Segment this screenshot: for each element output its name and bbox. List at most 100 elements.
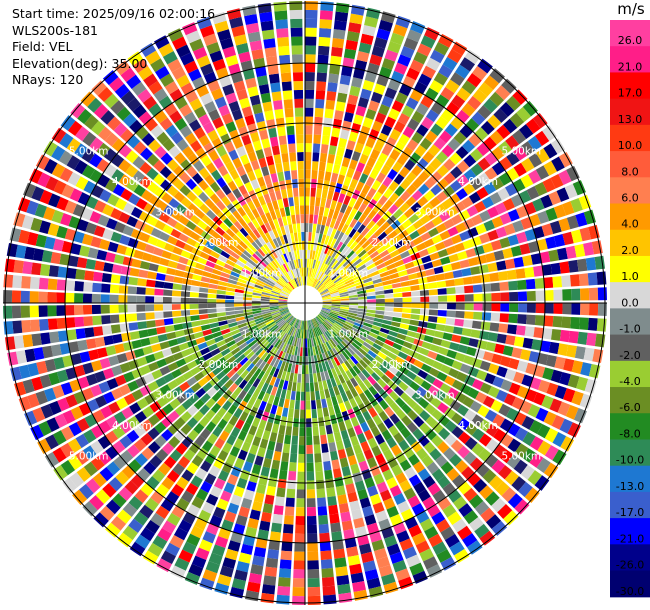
velocity-gate bbox=[409, 381, 420, 392]
velocity-gate bbox=[45, 176, 59, 191]
velocity-gate bbox=[256, 279, 266, 285]
velocity-gate bbox=[343, 195, 351, 206]
velocity-gate bbox=[145, 287, 155, 296]
velocity-gate bbox=[121, 406, 134, 420]
velocity-gate bbox=[216, 145, 227, 157]
velocity-gate bbox=[299, 276, 303, 286]
velocity-gate bbox=[398, 576, 414, 590]
velocity-gate bbox=[467, 472, 481, 487]
velocity-gate bbox=[261, 29, 275, 40]
velocity-gate bbox=[450, 261, 462, 271]
velocity-gate bbox=[269, 275, 278, 283]
velocity-gate bbox=[335, 485, 346, 496]
velocity-gate bbox=[153, 159, 166, 173]
velocity-gate bbox=[94, 395, 108, 408]
velocity-gate bbox=[179, 125, 193, 138]
velocity-gate bbox=[125, 150, 139, 164]
velocity-gate bbox=[545, 354, 557, 368]
velocity-gate bbox=[136, 286, 146, 295]
velocity-gate bbox=[273, 1, 287, 12]
velocity-gate bbox=[100, 294, 110, 303]
velocity-gate bbox=[476, 142, 490, 156]
velocity-gate bbox=[369, 531, 382, 543]
velocity-gate bbox=[551, 415, 565, 430]
velocity-gate bbox=[244, 114, 256, 126]
velocity-gate bbox=[553, 234, 566, 248]
velocity-gate bbox=[260, 272, 269, 279]
velocity-gate bbox=[140, 337, 151, 347]
velocity-gate bbox=[148, 361, 159, 372]
velocity-gate bbox=[316, 282, 323, 290]
velocity-gate bbox=[554, 385, 567, 400]
velocity-gate bbox=[325, 162, 334, 173]
velocity-gate bbox=[464, 303, 474, 311]
velocity-gate bbox=[46, 417, 60, 433]
velocity-gate bbox=[437, 309, 447, 317]
velocity-gate bbox=[331, 304, 341, 307]
velocity-gate bbox=[468, 133, 482, 147]
velocity-gate bbox=[200, 393, 211, 404]
velocity-gate bbox=[429, 79, 444, 94]
velocity-gate bbox=[347, 346, 356, 356]
velocity-gate bbox=[349, 500, 361, 512]
velocity-gate bbox=[540, 340, 551, 353]
velocity-gate bbox=[231, 25, 246, 38]
velocity-gate bbox=[310, 391, 316, 401]
velocity-gate bbox=[125, 164, 139, 178]
velocity-gate bbox=[440, 526, 455, 541]
velocity-gate bbox=[193, 331, 204, 339]
velocity-gate bbox=[274, 339, 281, 348]
velocity-gate bbox=[257, 447, 266, 458]
velocity-gate bbox=[171, 290, 182, 297]
velocity-gate bbox=[463, 487, 478, 502]
velocity-gate bbox=[193, 371, 205, 382]
velocity-gate bbox=[116, 352, 128, 364]
velocity-gate bbox=[406, 330, 417, 338]
velocity-gate bbox=[222, 365, 233, 375]
velocity-gate bbox=[318, 45, 330, 56]
velocity-gate bbox=[356, 413, 366, 425]
velocity-gate bbox=[338, 243, 347, 253]
velocity-gate bbox=[136, 312, 146, 321]
colorbar-tick: -10.0 bbox=[616, 454, 644, 467]
velocity-gate bbox=[32, 407, 46, 423]
velocity-gate bbox=[406, 267, 417, 275]
velocity-gate bbox=[263, 267, 272, 276]
velocity-gate bbox=[193, 268, 204, 276]
velocity-gate bbox=[551, 156, 565, 172]
velocity-gate bbox=[286, 261, 292, 271]
velocity-gate bbox=[220, 153, 232, 165]
velocity-gate bbox=[59, 342, 71, 355]
velocity-gate bbox=[426, 322, 437, 330]
velocity-gate bbox=[173, 276, 184, 284]
velocity-gate bbox=[498, 323, 509, 334]
velocity-gate bbox=[409, 365, 421, 375]
velocity-gate bbox=[227, 474, 239, 486]
velocity-gate bbox=[159, 341, 170, 350]
velocity-gate bbox=[254, 238, 263, 248]
velocity-gate bbox=[487, 206, 499, 219]
velocity-gate bbox=[279, 559, 292, 570]
velocity-gate bbox=[265, 155, 275, 166]
velocity-gate bbox=[321, 333, 328, 343]
velocity-gate bbox=[288, 251, 294, 261]
velocity-gate bbox=[289, 9, 303, 20]
velocity-gate bbox=[155, 65, 170, 80]
velocity-gate bbox=[241, 422, 251, 433]
velocity-gate bbox=[199, 203, 210, 214]
velocity-gate bbox=[533, 365, 546, 378]
velocity-gate bbox=[374, 314, 384, 319]
velocity-gate bbox=[542, 367, 554, 381]
velocity-gate bbox=[188, 68, 202, 82]
velocity-gate bbox=[344, 537, 357, 549]
velocity-gate bbox=[556, 187, 570, 202]
velocity-gate bbox=[281, 288, 291, 295]
velocity-gate bbox=[171, 483, 185, 497]
velocity-gate bbox=[241, 134, 252, 146]
velocity-gate bbox=[459, 383, 472, 395]
velocity-gate bbox=[331, 459, 341, 470]
velocity-gate bbox=[266, 241, 274, 251]
velocity-gate bbox=[327, 433, 335, 444]
velocity-gate bbox=[419, 422, 431, 434]
velocity-gate bbox=[291, 214, 296, 225]
